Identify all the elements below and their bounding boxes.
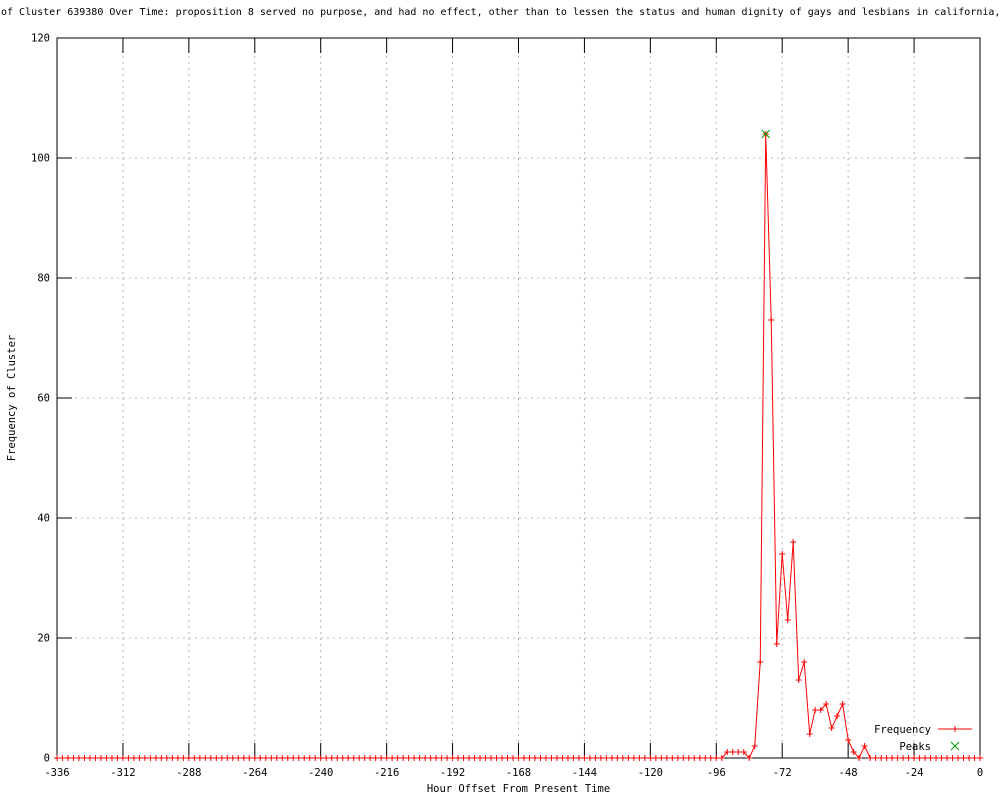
y-tick-label: 40 [37,513,50,525]
peak-cross-marker [761,129,771,139]
x-tick-label: -216 [374,767,399,779]
y-tick-label: 80 [37,273,50,285]
x-tick-label: -288 [176,767,201,779]
y-tick-labels: 0 20 40 60 80 100 120 [31,33,50,765]
legend-label-frequency: Frequency [874,724,931,736]
x-tick-label: -144 [572,767,597,779]
x-tick-label: 0 [977,767,983,779]
x-tick-label: -72 [773,767,792,779]
x-tick-label: -336 [44,767,69,779]
x-tick-label: -120 [638,767,663,779]
x-tick-label: -312 [110,767,135,779]
chart-title: of Cluster 639380 Over Time: proposition… [1,7,1000,18]
x-tick-label: -96 [707,767,726,779]
frequency-plus-markers [54,131,983,761]
legend-plus-marker [952,726,958,732]
y-tick-label: 60 [37,393,50,405]
tick-marks [56,37,981,759]
y-tick-label: 20 [37,633,50,645]
legend-cross-marker [950,741,960,751]
x-tick-label: -192 [440,767,465,779]
x-tick-label: -48 [839,767,858,779]
x-tick-label: -168 [506,767,531,779]
x-tick-label: -264 [242,767,267,779]
y-tick-label: 100 [31,153,50,165]
x-axis-label: Hour Offset From Present Time [426,783,611,795]
y-tick-label: 0 [44,753,50,765]
legend-label-peaks: Peaks [899,741,931,753]
gridlines [57,38,980,758]
x-tick-label: -240 [308,767,333,779]
y-tick-label: 120 [31,33,50,45]
x-tick-labels: -336 -312 -288 -264 -240 -216 -192 -168 -144 -120… [44,767,983,779]
legend: Frequency Peaks [874,724,972,753]
x-tick-label: -24 [905,767,924,779]
